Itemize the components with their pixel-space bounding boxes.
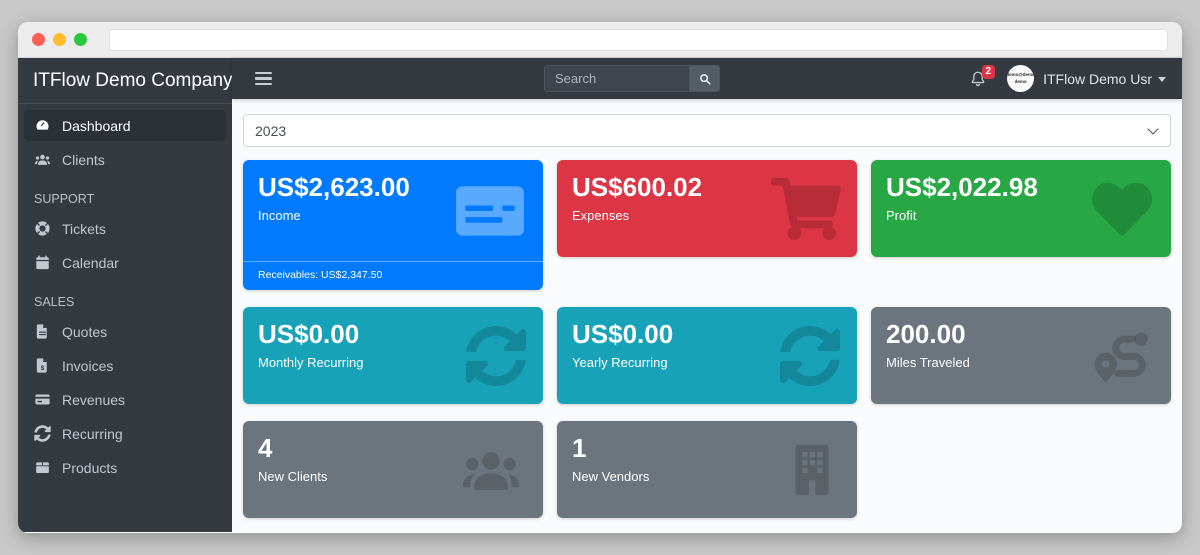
users-icon (455, 438, 527, 502)
stat-card-yearly-recurring[interactable]: US$0.00 Yearly Recurring (557, 307, 857, 404)
life-ring-icon (35, 221, 50, 236)
sidebar-nav: Dashboard Clients SUPPORT (18, 104, 232, 490)
stat-card-income[interactable]: US$2,623.00 Income Receivables: US$2,347… (243, 160, 543, 290)
search-icon (699, 73, 711, 85)
card-amount: US$2,623.00 (258, 172, 410, 202)
card-amount: US$0.00 (258, 319, 360, 349)
card-amount: 4 (258, 433, 273, 463)
card-label: Profit (886, 207, 917, 223)
credit-card-icon (453, 182, 527, 240)
stat-card-profit[interactable]: US$2,022.98 Profit (871, 160, 1171, 257)
sidebar-item-invoices[interactable]: $ Invoices (24, 349, 226, 382)
stat-card-monthly-recurring[interactable]: US$0.00 Monthly Recurring (243, 307, 543, 404)
avatar-text: demo (1014, 78, 1027, 84)
brand-link[interactable]: ITFlow Demo Company (18, 58, 233, 104)
sidebar-item-revenues[interactable]: Revenues (24, 383, 226, 416)
close-window-button[interactable] (32, 33, 45, 46)
avatar[interactable]: demo@demo demo (1006, 65, 1035, 92)
top-navbar: 2 demo@demo demo ITFlow Demo Usr (232, 58, 1182, 99)
card-label: Miles Traveled (886, 354, 970, 370)
file-icon (36, 324, 47, 339)
notifications-button[interactable]: 2 (969, 64, 996, 88)
browser-chrome (18, 22, 1182, 58)
shopping-cart-icon (771, 177, 841, 240)
sidebar-item-quotes[interactable]: Quotes (24, 315, 226, 348)
sidebar-item-label: Quotes (62, 323, 108, 340)
zoom-window-button[interactable] (74, 33, 87, 46)
card-amount: US$0.00 (572, 319, 674, 349)
sidebar-item-clients[interactable]: Clients (24, 143, 226, 176)
building-icon (783, 437, 841, 503)
sidebar: ITFlow Demo Company Dashboard (18, 58, 233, 532)
svg-text:$: $ (41, 365, 45, 372)
search-button[interactable] (689, 65, 720, 92)
sidebar-section-sales: SALES (34, 295, 75, 309)
route-icon (1091, 324, 1155, 388)
search-group (544, 65, 720, 92)
card-footer: Receivables: US$2,347.50 (243, 261, 543, 290)
notification-badge: 2 (981, 64, 996, 79)
sync-icon (465, 325, 527, 387)
sidebar-item-label: Products (62, 459, 118, 476)
card-amount: US$600.02 (572, 172, 703, 202)
year-filter: 2023 (243, 114, 1171, 147)
stat-card-grid: US$2,623.00 Income Receivables: US$2,347… (243, 160, 1171, 518)
stat-card-new-vendors[interactable]: 1 New Vendors (557, 421, 857, 518)
sidebar-item-label: Calendar (62, 254, 119, 271)
credit-card-icon (35, 394, 50, 405)
minimize-window-button[interactable] (53, 33, 66, 46)
sidebar-item-label: Clients (62, 151, 105, 168)
user-menu[interactable]: ITFlow Demo Usr (1043, 71, 1166, 87)
chevron-down-icon (1158, 77, 1166, 82)
stat-card-miles-traveled[interactable]: 200.00 Miles Traveled (871, 307, 1171, 404)
heart-icon (1089, 179, 1155, 239)
browser-window: ITFlow Demo Company Dashboard (18, 22, 1182, 533)
card-label: Yearly Recurring (572, 354, 668, 370)
card-label: Income (258, 207, 301, 223)
card-amount: US$2,022.98 (886, 172, 1038, 202)
sidebar-item-dashboard[interactable]: Dashboard (24, 109, 226, 142)
sidebar-item-tickets[interactable]: Tickets (24, 212, 226, 245)
card-amount: 200.00 (886, 319, 966, 349)
card-label: New Clients (258, 468, 328, 484)
tachometer-icon (36, 120, 49, 130)
sidebar-toggle-button[interactable] (255, 69, 272, 88)
card-label: Expenses (572, 207, 630, 223)
card-label: Monthly Recurring (258, 354, 364, 370)
users-icon (35, 154, 50, 165)
search-input[interactable] (544, 65, 689, 92)
sync-icon (779, 325, 841, 387)
card-label: New Vendors (572, 468, 650, 484)
year-select[interactable]: 2023 (243, 114, 1171, 147)
calendar-icon (36, 255, 49, 270)
address-bar[interactable] (109, 28, 1168, 51)
sidebar-item-label: Recurring (62, 425, 123, 442)
sidebar-item-label: Tickets (62, 220, 106, 237)
dashboard-content: 2023 US$2,623.00 Income (232, 99, 1182, 532)
user-name: ITFlow Demo Usr (1043, 70, 1152, 87)
card-amount: 1 (572, 433, 587, 463)
sidebar-item-recurring[interactable]: Recurring (24, 417, 226, 450)
sidebar-item-label: Invoices (62, 357, 114, 374)
sidebar-item-calendar[interactable]: Calendar (24, 246, 226, 279)
file-invoice-dollar-icon: $ (36, 358, 47, 373)
sidebar-item-label: Dashboard (62, 117, 131, 134)
sync-icon (34, 425, 51, 442)
stat-card-new-clients[interactable]: 4 New Clients (243, 421, 543, 518)
sidebar-section-support: SUPPORT (34, 192, 95, 206)
sidebar-item-label: Revenues (62, 391, 126, 408)
box-icon (36, 462, 49, 474)
stat-card-expenses[interactable]: US$600.02 Expenses (557, 160, 857, 257)
navbar-right: 2 demo@demo demo ITFlow Demo Usr (969, 64, 1166, 92)
avatar-text: demo@demo (1006, 71, 1035, 77)
sidebar-item-products[interactable]: Products (24, 451, 226, 484)
